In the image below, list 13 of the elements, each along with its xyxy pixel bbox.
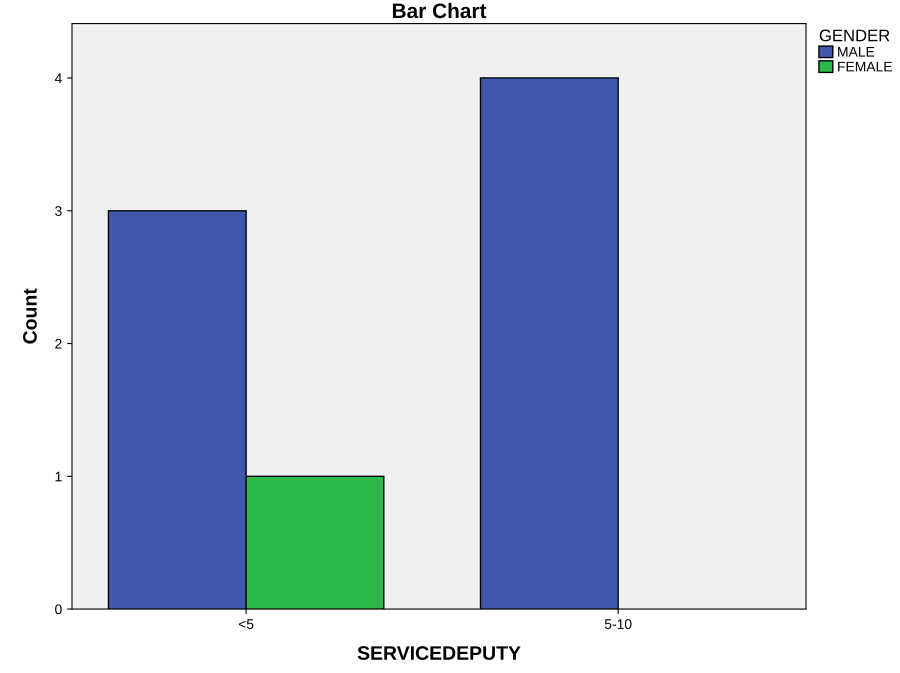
legend-title: GENDER xyxy=(820,30,890,42)
chart-title: Bar Chart xyxy=(392,2,486,18)
y-tick-label: 3 xyxy=(55,206,62,216)
y-tick-label: 4 xyxy=(54,73,62,84)
y-tick-label: 1 xyxy=(56,472,62,482)
legend-label: MALE xyxy=(838,47,874,57)
y-tick-label: 2 xyxy=(55,338,62,349)
y-axis-title: Count xyxy=(23,288,37,344)
legend-label: FEMALE xyxy=(838,62,892,72)
x-tick-label: 5-10 xyxy=(604,619,632,629)
x-tick-label: <5 xyxy=(238,619,254,629)
x-axis-title: SERVICEDEPUTY xyxy=(358,646,521,660)
y-tick-label: 0 xyxy=(55,604,62,614)
